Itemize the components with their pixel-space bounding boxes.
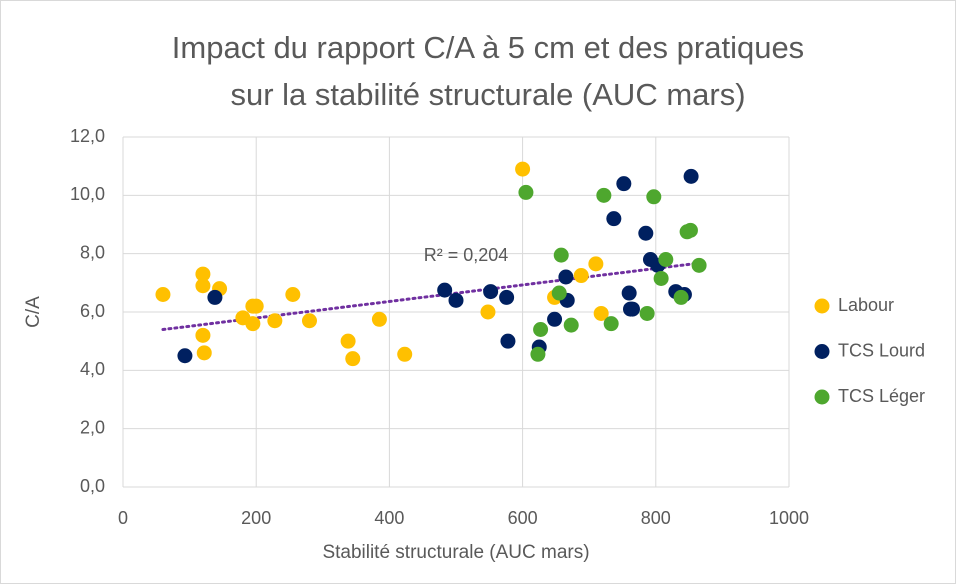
data-point — [340, 333, 356, 349]
x-tick-label: 1000 — [769, 508, 809, 528]
data-point — [515, 161, 531, 177]
data-point — [691, 257, 707, 273]
legend-label: TCS Lourd — [838, 340, 925, 360]
x-tick-label: 0 — [118, 508, 128, 528]
data-point — [518, 184, 534, 200]
y-tick-label: 8,0 — [80, 242, 105, 262]
x-axis-label: Stabilité structurale (AUC mars) — [322, 542, 589, 563]
data-point — [603, 316, 619, 332]
data-point — [195, 278, 211, 294]
data-point — [573, 268, 589, 284]
x-tick-label: 800 — [641, 508, 671, 528]
data-point — [530, 346, 546, 362]
data-point — [533, 322, 549, 337]
data-point — [616, 176, 632, 192]
data-point — [621, 285, 637, 301]
data-point — [345, 351, 361, 367]
chart-title: sur la stabilité structurale (AUC mars) — [230, 77, 745, 112]
data-point — [547, 311, 563, 327]
data-point — [673, 289, 689, 305]
data-point — [551, 285, 567, 301]
data-point — [155, 287, 171, 302]
y-tick-label: 2,0 — [80, 417, 105, 437]
data-point — [500, 333, 516, 349]
data-point — [177, 348, 193, 364]
y-tick-label: 10,0 — [70, 184, 105, 204]
y-tick-label: 6,0 — [80, 301, 105, 321]
legend-marker — [814, 298, 830, 314]
data-point — [646, 189, 662, 205]
data-point — [195, 266, 211, 282]
legend-label: TCS Léger — [838, 386, 925, 406]
data-point — [683, 168, 699, 184]
data-point — [682, 222, 698, 238]
data-point — [448, 292, 464, 308]
x-tick-label: 600 — [508, 508, 538, 528]
data-point — [267, 313, 283, 329]
data-point — [653, 270, 669, 286]
data-point — [195, 327, 211, 343]
data-point — [588, 256, 604, 272]
data-point — [301, 313, 317, 329]
data-point — [658, 252, 674, 267]
legend-label: Labour — [838, 295, 894, 315]
data-point — [285, 287, 301, 302]
legend-marker — [814, 344, 830, 359]
data-point — [593, 305, 609, 321]
data-point — [248, 298, 264, 314]
data-point — [437, 282, 453, 298]
data-point — [207, 289, 223, 305]
chart-title: Impact du rapport C/A à 5 cm et des prat… — [172, 30, 804, 65]
data-point — [196, 345, 212, 361]
data-point — [606, 211, 622, 227]
x-tick-label: 200 — [241, 508, 271, 528]
data-point — [499, 289, 515, 305]
y-axis-label: C/A — [23, 296, 44, 328]
data-point — [624, 301, 640, 317]
data-point — [638, 225, 654, 241]
annotation: R² = 0,204 — [424, 245, 509, 265]
data-point — [397, 346, 413, 362]
data-point — [371, 311, 387, 327]
x-tick-label: 400 — [374, 508, 404, 528]
data-point — [245, 316, 261, 332]
data-point — [553, 247, 569, 263]
data-point — [563, 317, 579, 333]
data-point — [639, 305, 655, 321]
y-tick-label: 12,0 — [70, 126, 105, 146]
data-point — [596, 187, 612, 203]
data-point — [558, 269, 574, 285]
data-point — [483, 284, 499, 300]
y-tick-label: 0,0 — [80, 476, 105, 496]
legend-marker — [814, 389, 830, 405]
y-tick-label: 4,0 — [80, 359, 105, 379]
data-point — [480, 304, 496, 320]
